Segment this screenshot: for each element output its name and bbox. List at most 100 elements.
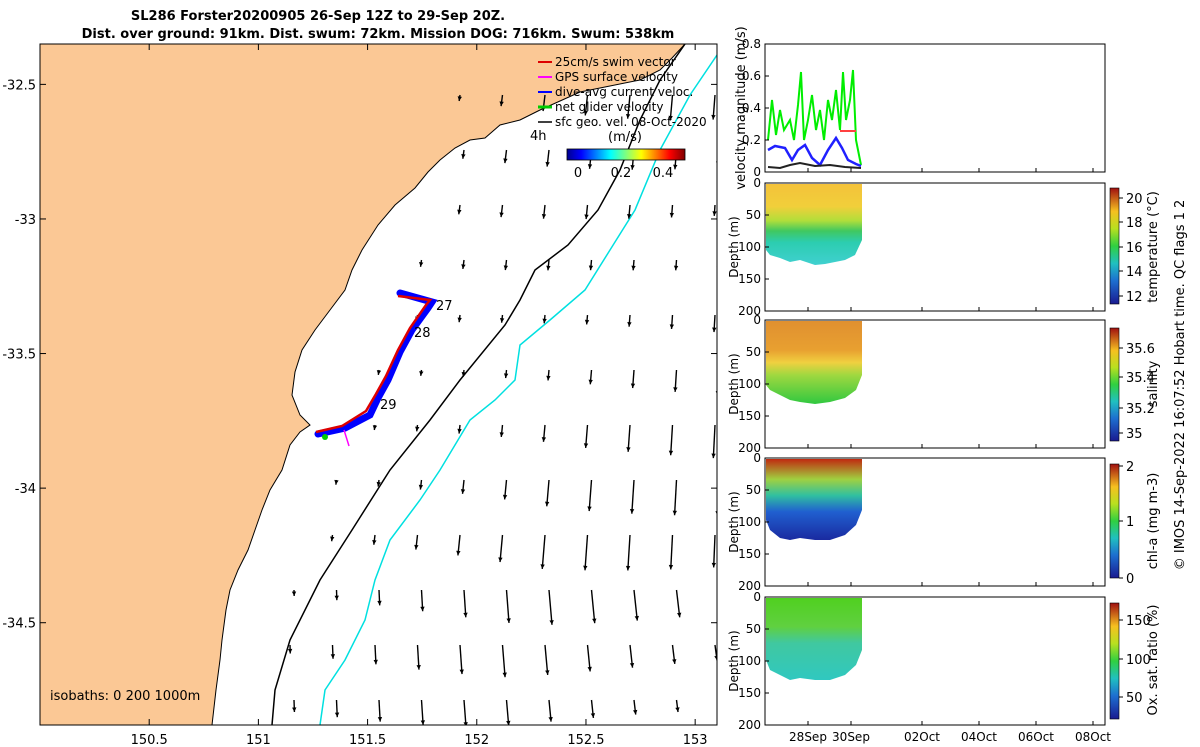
velocity-arrowhead [718,706,722,711]
map-ytick-label: -32.5 [2,78,36,93]
colorbar-unit: (m/s) [608,130,642,145]
velocity-arrowhead [583,565,588,571]
velocity-arrowhead [626,447,631,452]
depth-ytick-label: 50 [746,622,761,636]
velocity-arrowhead [712,211,717,216]
velocity-arrowhead [377,600,382,606]
depth-ylabel: Depth (m) [727,491,741,552]
land-area [40,44,686,725]
velocity-arrowhead [418,484,424,490]
velocity-arrowhead [503,265,509,271]
velocity-arrowhead [669,212,675,218]
velocity-arrowhead [461,153,466,159]
velocity-arrow [716,509,717,516]
velocity-arrow [541,534,546,569]
title-line-1: SL286 Forster20200905 26-Sep 12Z to 29-S… [131,9,505,24]
cbar-tick-label: 16 [1126,241,1143,256]
legend-4h: 4h [530,129,547,144]
velocity-arrowhead [672,510,677,516]
velocity-arrowhead [372,425,378,430]
velocity-arrowhead [330,654,336,659]
depth-ytick-label: 50 [746,345,761,359]
velocity-arrowhead [668,115,673,121]
velocity-arrow [719,590,722,614]
cbar-tick-label: 50 [1126,691,1143,706]
velocity-arrowhead [330,536,335,542]
velocity-arrow [459,644,463,675]
dive-avg-series [767,135,862,168]
velocity-arrowhead [592,618,597,624]
depth-ytick-label: 150 [738,686,761,700]
velocity-ytick-label: 0.4 [742,101,761,115]
velocity-arrowhead [457,317,462,323]
day-label-29: 29 [380,398,397,413]
velocity-arrow [501,644,506,678]
depth-ytick-label: 150 [738,547,761,561]
velocity-arrowhead [673,164,678,170]
temperature-section [766,184,862,265]
velocity-arrow [716,394,717,396]
cbar-tick-label: 20 [1126,192,1143,207]
velocity-arrow [463,589,467,618]
velocity-arrowhead [419,371,424,376]
velocity-arrowhead [629,509,635,514]
velocity-arrowhead [459,669,464,675]
velocity-arrowhead [461,371,466,377]
copyright-note: © IMOS 14-Sep-2022 16:07:52 Hobart time.… [1173,200,1188,571]
velocity-arrowhead [376,370,382,375]
surface-velocity-field [287,94,722,725]
map-xtick-label: 152 [464,733,489,747]
velocity-arrowhead [584,319,590,325]
velocity-arrowhead [588,379,593,385]
cbar-tick-label: 2 [1126,460,1134,475]
velocity-arrowhead [587,164,593,169]
depth-ytick-label: 150 [738,272,761,286]
velocity-arrowhead [457,96,462,102]
velocity-arrowhead [499,432,504,437]
legend-net-velocity: net glider velocity [555,100,663,114]
velocity-arrowhead [460,489,466,494]
cbar-tick-label: 0 [1126,572,1134,587]
cbar-tick-label: 35.6 [1126,342,1155,357]
velocity-arrowhead [711,562,717,568]
net-glider-velocity-marker [322,434,328,440]
geo-velocity-series [767,161,862,170]
velocity-arrowhead [587,666,592,672]
velocity-arrowhead [502,494,508,500]
velocity-arrow [499,534,504,563]
panel-xtick-label: 04Oct [961,730,997,744]
title-line-2: Dist. over ground: 91km. Dist. swum: 72k… [82,27,675,42]
cbar-tick-label: 35.4 [1126,371,1155,386]
velocity-arrowhead [714,655,717,661]
velocity-arrowhead [540,564,545,569]
depth-ytick-label: 0 [753,176,761,190]
velocity-arrowhead [541,437,547,442]
velocity-arrowhead [463,612,468,618]
velocity-arrowhead [292,707,297,713]
map-panel: 27 28 29 25cm/s swim vector GPS surface … [2,43,722,747]
velocity-arrowhead [373,659,378,665]
depth-ytick-label: 0 [753,313,761,327]
velocity-arrowhead [503,373,509,379]
velocity-arrowhead [541,213,547,219]
temperature-panel [764,182,1120,312]
velocity-arrowhead [548,716,553,722]
velocity-arrow [670,534,674,570]
chla-cbar-label: chl-a (mg m-3) [1146,473,1161,570]
velocity-arrowhead [712,327,717,333]
depth-ytick-label: 100 [738,377,761,391]
map-xtick-label: 151.5 [349,733,386,747]
cbar-tick-label: 12 [1126,290,1143,305]
legend-dive-avg: dive-avg current veloc. [555,85,693,99]
velocity-arrow [669,424,674,456]
depth-ytick-label: 0 [753,590,761,604]
velocity-arrowhead [625,565,631,571]
velocity-arrowhead [546,265,551,271]
depth-ytick-label: 200 [738,718,761,732]
cbar-tick-label: 150 [1126,614,1151,629]
depth-ylabel: Depth (m) [727,216,741,277]
velocity-arrowhead [545,161,550,167]
velocity-arrow [673,479,678,516]
salinity-section [766,321,862,404]
day-label-27: 27 [436,299,453,314]
